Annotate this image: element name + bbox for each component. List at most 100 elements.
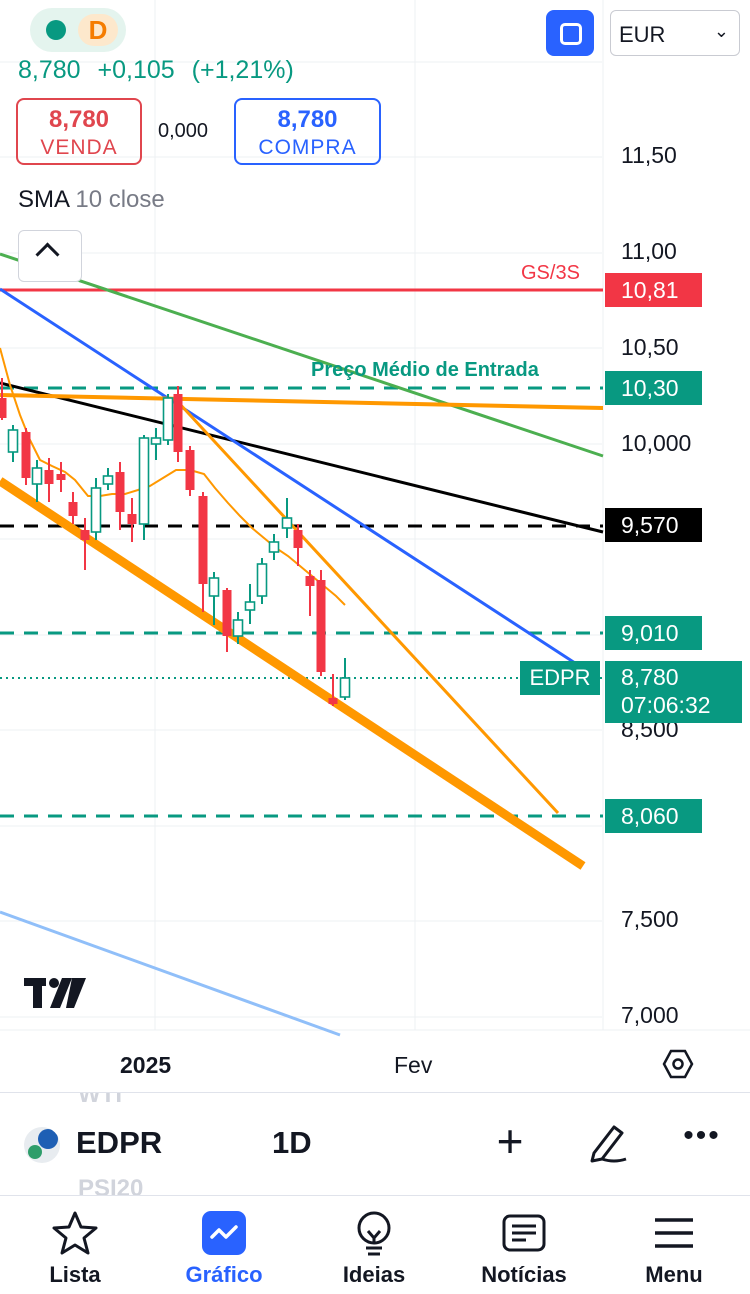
currency-select[interactable]: EUR ⌄ <box>610 10 740 56</box>
current-price-tag: 8,780 07:06:32 <box>605 661 742 723</box>
indicator-name: SMA <box>18 186 69 213</box>
collapse-legend-button[interactable] <box>18 230 82 282</box>
nav-item-grafico[interactable]: Gráfico <box>149 1196 299 1294</box>
nav-label: Menu <box>645 1262 703 1287</box>
entry-line-label: Preço Médio de Entrada <box>311 359 539 381</box>
candle-up <box>232 619 244 637</box>
candle-down <box>0 398 7 418</box>
candle-down <box>185 450 195 490</box>
buy-price: 8,780 <box>277 106 338 133</box>
nav-item-ideias[interactable]: Ideias <box>299 1196 449 1294</box>
time-label: Fev <box>394 1052 433 1078</box>
candle-down <box>328 698 338 704</box>
candle-down <box>68 502 78 516</box>
sell-price: 8,780 <box>48 106 110 133</box>
menu-icon <box>655 1218 693 1248</box>
candle-up <box>244 601 256 611</box>
star-icon <box>52 1211 98 1255</box>
candle-down <box>173 394 183 452</box>
change-pct: (+1,21%) <box>191 56 294 84</box>
chevron-up-icon <box>35 242 60 267</box>
symbol-price-tag: EDPR <box>520 661 600 695</box>
bottom-navigation: Lista Gráfico Ideias Notícias <box>0 1196 750 1294</box>
interval-selector[interactable]: 1D <box>272 1125 312 1160</box>
candle-up <box>339 677 351 698</box>
nav-label: Gráfico <box>185 1262 263 1287</box>
more-options-icon[interactable]: ••• <box>683 1119 721 1152</box>
market-status-pill[interactable]: D <box>30 8 126 52</box>
indicator-legend[interactable]: SMA 10 close <box>18 186 165 214</box>
symbol-toolbar: WTI PSI20 EDPR 1D + ••• <box>0 1092 750 1196</box>
fullscreen-icon <box>560 23 582 45</box>
candle-down <box>56 474 66 480</box>
price-tick: 7,500 <box>621 906 679 932</box>
add-icon[interactable]: + <box>496 1115 524 1167</box>
bar-countdown: 07:06:32 <box>621 692 711 718</box>
nav-label: Notícias <box>481 1262 567 1287</box>
nav-label: Ideias <box>342 1262 406 1287</box>
candle-up <box>281 517 293 529</box>
buy-button[interactable]: 8,780 COMPRA <box>234 98 381 165</box>
candle-down <box>44 470 54 484</box>
candle-up <box>90 487 102 533</box>
buy-label: COMPRA <box>258 136 357 159</box>
nav-label: Lista <box>49 1262 101 1287</box>
trendline-light-blue <box>0 910 341 1037</box>
entry-price-tag: 10,30 <box>605 371 702 405</box>
fullscreen-button[interactable] <box>546 10 594 56</box>
candle-up <box>31 467 43 485</box>
candle-down <box>115 472 125 512</box>
indicator-params: 10 close <box>75 186 165 213</box>
nav-item-noticias[interactable]: Notícias <box>449 1196 599 1294</box>
nav-item-menu[interactable]: Menu <box>599 1196 749 1294</box>
price-tick: 11,50 <box>621 142 677 168</box>
support-price-tag: 8,060 <box>605 799 702 833</box>
trendline-orange-thin <box>176 400 560 815</box>
chart-canvas[interactable] <box>0 0 750 1090</box>
candle-up <box>268 541 280 553</box>
candle-down <box>305 576 315 586</box>
chart-icon <box>202 1211 246 1255</box>
sell-button[interactable]: 8,780 VENDA <box>16 98 142 165</box>
price-tick: 10,50 <box>621 334 679 360</box>
chart-settings-icon[interactable] <box>662 1048 694 1080</box>
candle-down <box>222 590 232 636</box>
currency-value: EUR <box>619 22 666 47</box>
ghost-symbol: PSI20 <box>78 1175 144 1196</box>
sell-label: VENDA <box>40 136 118 159</box>
candle-down <box>316 580 326 672</box>
candle-down <box>198 496 208 584</box>
trendline-green <box>0 252 604 458</box>
current-price-value: 8,780 <box>621 664 679 690</box>
lightbulb-icon <box>357 1211 391 1256</box>
drawing-tool-icon[interactable] <box>584 1119 630 1165</box>
candle-down <box>21 432 31 478</box>
ghost-symbol: WTI <box>78 1092 122 1108</box>
price-tick: 11,00 <box>621 238 677 264</box>
candle-down <box>80 530 90 540</box>
support-price-tag: 9,010 <box>605 616 702 650</box>
candle-up <box>208 577 220 597</box>
news-icon <box>502 1214 546 1252</box>
change-abs: +0,105 <box>97 56 175 84</box>
candle-down <box>293 530 303 548</box>
black-line-price-tag: 9,570 <box>605 508 702 542</box>
candle-up <box>102 475 114 485</box>
delayed-badge: D <box>78 14 118 46</box>
price-summary: 8,780 +0,105 (+1,21%) <box>18 56 304 85</box>
price-tick: 7,000 <box>621 1002 679 1028</box>
gs3s-line-label: GS/3S <box>521 262 580 284</box>
nav-item-lista[interactable]: Lista <box>0 1196 150 1294</box>
candle-down <box>127 514 137 524</box>
trendline-blue <box>0 287 576 665</box>
candles <box>0 378 351 706</box>
chart-area[interactable]: D EUR ⌄ 8,780 +0,105 (+1,21%) 8,780 VEND… <box>0 0 750 1090</box>
symbol-selector[interactable]: EDPR <box>76 1125 163 1160</box>
candle-up <box>256 563 268 597</box>
symbol-logo-icon <box>24 1127 60 1163</box>
gs3s-price-tag: 10,81 <box>605 273 702 307</box>
candle-up <box>162 397 174 441</box>
trendline-orange-thick <box>0 477 586 870</box>
candle-up <box>138 437 150 525</box>
trendline-black <box>0 381 604 534</box>
